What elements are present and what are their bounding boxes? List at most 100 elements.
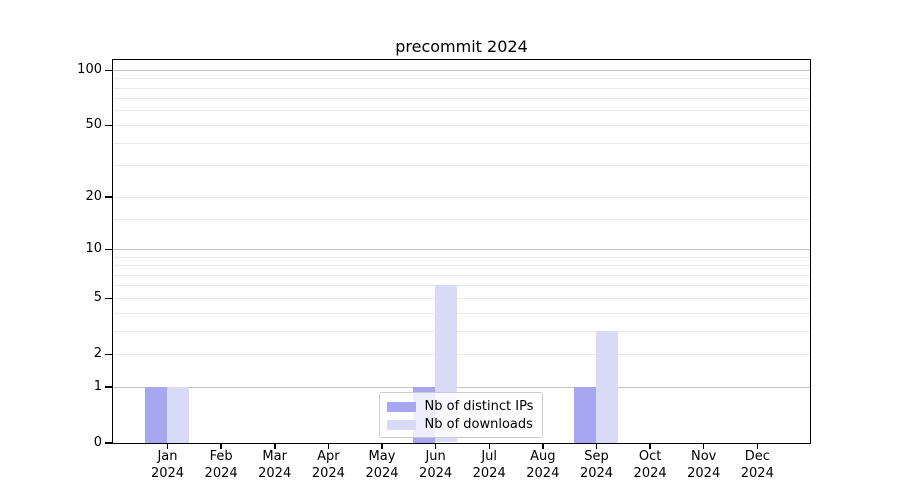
y-tick-label: 10 bbox=[85, 241, 102, 257]
gridline-major bbox=[112, 248, 810, 250]
gridline-minor bbox=[112, 218, 810, 220]
legend-swatch-downloads bbox=[386, 419, 416, 430]
gridline-minor bbox=[112, 124, 810, 126]
x-tick-label: Oct 2024 bbox=[618, 449, 682, 482]
gridline-minor bbox=[112, 353, 810, 355]
y-tick-label: 5 bbox=[93, 290, 102, 306]
y-tick-label: 20 bbox=[85, 189, 102, 205]
y-tick-label: 0 bbox=[93, 435, 102, 450]
x-tick-month: Aug bbox=[530, 449, 556, 464]
x-tick-label: Apr 2024 bbox=[296, 449, 360, 482]
gridline-minor bbox=[112, 165, 810, 167]
x-tick-year: 2024 bbox=[150, 465, 185, 481]
x-tick-mark bbox=[488, 443, 490, 449]
x-tick-label: Jan 2024 bbox=[136, 449, 200, 482]
x-tick-year: 2024 bbox=[472, 465, 506, 481]
x-tick-year: 2024 bbox=[419, 465, 453, 481]
y-tick-mark bbox=[105, 353, 112, 355]
x-tick-mark bbox=[702, 443, 705, 449]
x-tick-month: Oct bbox=[638, 449, 662, 464]
x-tick-label: Mar 2024 bbox=[243, 449, 307, 482]
legend-entry-distinct-ips: Nb of distinct IPs bbox=[386, 398, 535, 416]
x-tick-year: 2024 bbox=[204, 465, 238, 481]
x-tick-mark bbox=[381, 443, 383, 449]
x-tick-month: Dec bbox=[744, 449, 770, 464]
gridline-minor bbox=[112, 142, 810, 144]
x-tick-year: 2024 bbox=[526, 465, 560, 481]
chart-title: precommit 2024 bbox=[395, 37, 528, 56]
gridline-major bbox=[112, 386, 810, 388]
gridline-minor bbox=[112, 87, 810, 89]
gridline-minor bbox=[112, 285, 810, 287]
x-tick-mark bbox=[327, 443, 330, 449]
legend-label-distinct-ips: Nb of distinct IPs bbox=[424, 399, 534, 414]
y-tick-mark bbox=[105, 248, 112, 251]
gridline-minor bbox=[112, 110, 810, 112]
gridline-minor bbox=[112, 78, 810, 80]
x-tick-mark bbox=[166, 443, 169, 449]
legend-swatch-distinct-ips bbox=[386, 401, 416, 412]
x-tick-year: 2024 bbox=[258, 465, 292, 481]
x-tick-month: Nov bbox=[691, 449, 717, 464]
bar-downloads bbox=[596, 330, 618, 443]
y-tick-mark bbox=[105, 69, 112, 71]
x-tick-mark bbox=[756, 443, 759, 449]
x-tick-month: Jun bbox=[425, 449, 446, 464]
y-tick-label: 100 bbox=[77, 62, 102, 78]
gridline-minor bbox=[112, 330, 810, 332]
gridline-minor bbox=[112, 196, 810, 198]
plot-area: Nb of distinct IPs Nb of downloads bbox=[111, 58, 811, 444]
legend-label-downloads: Nb of downloads bbox=[424, 417, 533, 432]
y-tick-mark bbox=[105, 442, 112, 444]
x-tick-label: Sep 2024 bbox=[565, 449, 629, 482]
x-tick-year: 2024 bbox=[687, 465, 721, 481]
x-tick-mark bbox=[542, 443, 544, 449]
x-tick-month: Jul bbox=[481, 449, 498, 464]
x-tick-label: Jun 2024 bbox=[404, 449, 468, 482]
x-tick-month: Mar bbox=[262, 449, 287, 464]
x-tick-label: Nov 2024 bbox=[672, 449, 736, 482]
x-tick-year: 2024 bbox=[365, 465, 399, 481]
x-tick-year: 2024 bbox=[633, 465, 667, 481]
y-tick-mark bbox=[105, 124, 112, 127]
x-tick-mark bbox=[649, 443, 651, 449]
x-tick-mark bbox=[220, 443, 222, 449]
gridline-minor bbox=[112, 297, 810, 299]
x-tick-mark bbox=[274, 443, 276, 449]
x-tick-month: Jan bbox=[157, 449, 178, 464]
x-tick-mark bbox=[595, 443, 598, 449]
x-tick-label: Aug 2024 bbox=[511, 449, 575, 482]
gridline-minor bbox=[112, 98, 810, 100]
x-tick-label: May 2024 bbox=[350, 449, 414, 482]
gridline-minor bbox=[112, 312, 810, 314]
x-tick-year: 2024 bbox=[740, 465, 774, 481]
legend: Nb of distinct IPs Nb of downloads bbox=[378, 391, 543, 438]
legend-entry-downloads: Nb of downloads bbox=[386, 416, 535, 434]
x-tick-month: Sep bbox=[584, 449, 609, 464]
x-tick-year: 2024 bbox=[311, 465, 345, 481]
y-tick-label: 50 bbox=[85, 117, 102, 133]
x-tick-year: 2024 bbox=[579, 465, 614, 481]
bar-distinct-ips bbox=[574, 386, 596, 443]
y-tick-mark bbox=[105, 196, 112, 198]
bar-downloads bbox=[167, 386, 189, 443]
gridline-major bbox=[112, 69, 810, 71]
gridline-minor bbox=[112, 265, 810, 266]
gridline-minor bbox=[112, 256, 810, 258]
bars-layer bbox=[113, 60, 810, 443]
x-tick-month: Feb bbox=[209, 449, 233, 464]
gridline-minor bbox=[112, 274, 810, 276]
x-tick-label: Dec 2024 bbox=[725, 449, 789, 482]
y-tick-label: 2 bbox=[93, 346, 102, 362]
y-tick-mark bbox=[105, 386, 112, 388]
y-tick-mark bbox=[105, 297, 112, 299]
x-tick-mark bbox=[434, 443, 437, 449]
x-tick-month: May bbox=[368, 449, 396, 464]
x-tick-label: Jul 2024 bbox=[457, 449, 521, 482]
x-tick-label: Feb 2024 bbox=[189, 449, 253, 482]
grid-layer bbox=[112, 60, 810, 443]
x-tick-month: Apr bbox=[317, 449, 340, 464]
bar-distinct-ips bbox=[145, 386, 167, 443]
y-tick-label: 1 bbox=[93, 379, 102, 394]
